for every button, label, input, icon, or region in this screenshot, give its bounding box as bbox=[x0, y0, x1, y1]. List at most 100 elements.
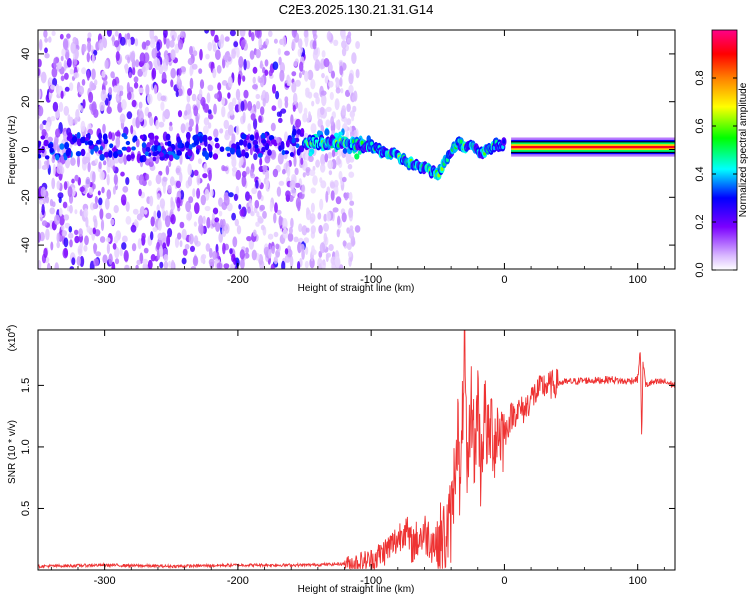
heatmap-cell bbox=[328, 80, 334, 88]
heatmap-cell bbox=[307, 91, 313, 99]
heatmap-cell bbox=[136, 259, 141, 266]
heatmap-cell bbox=[310, 79, 316, 90]
heatmap-cell bbox=[51, 30, 56, 36]
heatmap-cell bbox=[176, 74, 181, 84]
heatmap-cell bbox=[108, 131, 113, 140]
heatmap-cell bbox=[196, 173, 201, 186]
heatmap-cell bbox=[295, 118, 302, 128]
heatmap-cell bbox=[93, 218, 98, 229]
heatmap-cell bbox=[38, 154, 42, 159]
heatmap-cell bbox=[227, 124, 234, 136]
heatmap-cell bbox=[320, 90, 327, 96]
heatmap-cell bbox=[155, 119, 160, 130]
heatmap-cell bbox=[249, 168, 254, 177]
heatmap-cell bbox=[312, 175, 318, 186]
heatmap-cell bbox=[98, 132, 103, 141]
heatmap-cell bbox=[294, 167, 299, 176]
heatmap-cell bbox=[193, 169, 199, 176]
heatmap-cell bbox=[158, 121, 165, 128]
heatmap-cell bbox=[224, 36, 230, 42]
heatmap-cell bbox=[167, 147, 173, 153]
bottom-x-tick-label: -300 bbox=[94, 575, 116, 587]
heatmap-cell bbox=[40, 135, 46, 140]
heatmap-cell bbox=[120, 171, 125, 177]
heatmap-cell bbox=[52, 77, 58, 87]
heatmap-cell bbox=[158, 245, 164, 258]
heatmap-cell bbox=[283, 150, 290, 155]
heatmap-cell bbox=[209, 247, 213, 259]
heatmap-cell bbox=[175, 180, 181, 189]
heatmap-cell bbox=[349, 131, 355, 138]
heatmap-cell bbox=[130, 224, 137, 233]
heatmap-cell bbox=[49, 207, 55, 215]
heatmap-cell bbox=[192, 188, 196, 198]
heatmap-cell bbox=[254, 132, 259, 141]
heatmap-cell bbox=[276, 111, 281, 117]
heatmap-cell bbox=[346, 118, 352, 126]
heatmap-cell bbox=[181, 228, 187, 240]
heatmap-cell bbox=[348, 171, 355, 178]
heatmap-cell bbox=[145, 84, 150, 96]
heatmap-cell bbox=[255, 100, 261, 110]
heatmap-cell bbox=[209, 189, 214, 197]
heatmap-cell bbox=[339, 65, 344, 76]
heatmap-cell bbox=[38, 105, 44, 117]
heatmap-cell bbox=[284, 96, 289, 103]
heatmap-cell bbox=[40, 71, 47, 84]
colorbar-ticks: 0.0 0.2 0.4 0.6 0.8 bbox=[694, 70, 737, 278]
heatmap-cell bbox=[150, 216, 155, 227]
heatmap-cell bbox=[99, 153, 105, 161]
heatmap-cell bbox=[131, 146, 136, 151]
heatmap-cell bbox=[75, 151, 82, 157]
heatmap-cell bbox=[157, 219, 162, 231]
heatmap-cell bbox=[238, 204, 242, 210]
heatmap-cell bbox=[97, 190, 101, 196]
heatmap-cell bbox=[200, 96, 206, 107]
heatmap-cell bbox=[348, 207, 354, 218]
heatmap-cell bbox=[60, 90, 64, 100]
heatmap-cell bbox=[184, 243, 190, 250]
heatmap-cell bbox=[280, 142, 285, 150]
heatmap-cell bbox=[291, 38, 296, 51]
heatmap-cell bbox=[85, 176, 91, 188]
heatmap-cell bbox=[282, 228, 289, 239]
heatmap-cell bbox=[63, 105, 70, 116]
heatmap-cell bbox=[159, 198, 166, 209]
heatmap-cell bbox=[202, 173, 208, 179]
heatmap-cell bbox=[125, 201, 130, 212]
heatmap-cell bbox=[156, 210, 161, 219]
heatmap-cell bbox=[258, 115, 262, 123]
heatmap-cell bbox=[86, 225, 91, 233]
heatmap-cell bbox=[87, 40, 92, 53]
heatmap-cell bbox=[235, 125, 240, 135]
heatmap-cell bbox=[111, 261, 116, 269]
heatmap-cell bbox=[68, 226, 73, 233]
heatmap-cell bbox=[144, 151, 149, 157]
heatmap-cell bbox=[67, 132, 73, 139]
heatmap-cell bbox=[502, 139, 506, 144]
heatmap-cell bbox=[108, 150, 113, 158]
heatmap-cell bbox=[134, 38, 139, 47]
heatmap-cell bbox=[241, 170, 247, 178]
heatmap-cell bbox=[164, 153, 170, 159]
heatmap-cell bbox=[63, 248, 68, 258]
heatmap-cell bbox=[145, 173, 150, 181]
heatmap-cell bbox=[64, 142, 70, 150]
heatmap-cell bbox=[262, 97, 266, 107]
heatmap-cell bbox=[188, 144, 193, 151]
heatmap-cell bbox=[170, 79, 174, 88]
heatmap-cell bbox=[208, 114, 214, 120]
heatmap-cell bbox=[149, 195, 154, 207]
heatmap-cell bbox=[252, 76, 256, 84]
chart-title: C2E3.2025.130.21.31.G14 bbox=[279, 2, 434, 17]
heatmap-cell bbox=[125, 215, 132, 225]
heatmap-cell bbox=[285, 139, 290, 148]
heatmap-cell bbox=[191, 93, 197, 102]
bottom-x-tick-label: -100 bbox=[360, 575, 382, 587]
heatmap-cell bbox=[124, 63, 129, 74]
heatmap-cell bbox=[207, 84, 214, 92]
heatmap-cell bbox=[51, 177, 56, 190]
heatmap-cell bbox=[63, 155, 68, 161]
heatmap-cell bbox=[348, 191, 353, 202]
heatmap-cell bbox=[272, 168, 279, 178]
